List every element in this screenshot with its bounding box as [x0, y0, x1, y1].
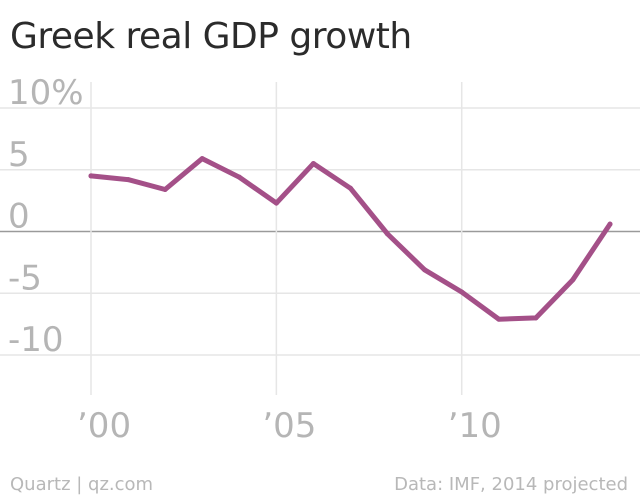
grid-layer: [0, 82, 640, 395]
footer-credit: Quartz | qz.com: [10, 474, 154, 495]
gdp-growth-line: [88, 156, 613, 322]
data-point: [348, 185, 353, 191]
tick-labels: 10% 5 0 -5 -10 ’00 ’05 ’10: [8, 73, 502, 446]
series-layer: [88, 156, 613, 322]
footer-source: Data: IMF, 2014 projected: [394, 474, 628, 495]
y-tick-label: -5: [8, 258, 42, 298]
data-point: [607, 221, 613, 227]
data-point: [570, 277, 576, 283]
y-tick-label: 5: [8, 135, 30, 175]
data-point: [236, 174, 242, 180]
data-point: [88, 173, 94, 179]
data-point: [125, 177, 131, 183]
data-point: [496, 316, 502, 322]
y-tick-label: 10%: [8, 73, 84, 113]
data-point: [533, 315, 539, 321]
data-point: [422, 267, 428, 273]
data-point: [385, 231, 391, 237]
data-point: [199, 156, 205, 162]
y-tick-label: -10: [8, 320, 64, 360]
x-tick-label: ’10: [448, 406, 502, 446]
chart-title: Greek real GDP growth: [10, 16, 412, 57]
data-point: [273, 200, 279, 206]
data-point: [310, 161, 316, 167]
x-tick-label: ’05: [262, 406, 316, 446]
data-point: [459, 289, 465, 295]
x-tick-label: ’00: [77, 406, 131, 446]
y-tick-label: 0: [8, 197, 30, 237]
data-point: [162, 187, 168, 193]
